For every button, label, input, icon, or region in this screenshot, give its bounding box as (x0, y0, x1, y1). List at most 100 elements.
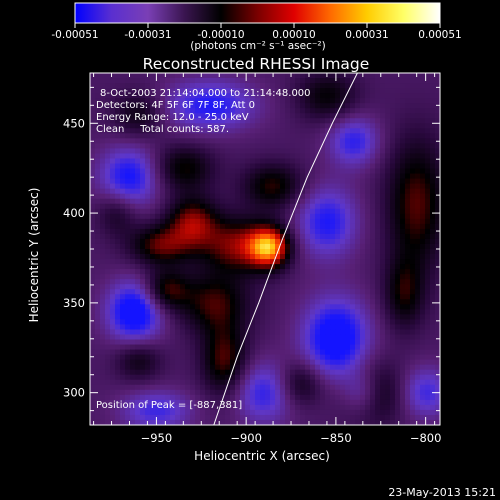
heatmap-cell (375, 339, 381, 346)
heatmap-cell (405, 284, 411, 290)
heatmap-cell (335, 394, 341, 401)
heatmap-cell (185, 213, 191, 220)
heatmap-cell (255, 314, 261, 320)
heatmap-cell (245, 409, 251, 416)
heatmap-cell (430, 259, 436, 265)
heatmap-cell (340, 178, 346, 185)
heatmap-cell (105, 309, 111, 315)
heatmap-cell (145, 153, 151, 160)
heatmap-cell (420, 98, 426, 104)
heatmap-cell (185, 78, 191, 84)
heatmap-cell (265, 334, 271, 341)
heatmap-cell (115, 208, 121, 215)
heatmap-cell (395, 259, 401, 265)
heatmap-cell (435, 238, 440, 245)
heatmap-cell (290, 314, 296, 320)
heatmap-cell (245, 188, 251, 195)
heatmap-cell (385, 264, 391, 270)
heatmap-cell (425, 274, 431, 280)
heatmap-cell (415, 314, 421, 320)
heatmap-cell (345, 228, 351, 235)
heatmap-cell (100, 78, 106, 84)
heatmap-cell (185, 243, 191, 250)
heatmap-cell (280, 193, 286, 200)
heatmap-cell (410, 409, 416, 416)
heatmap-cell (140, 198, 146, 205)
heatmap-cell (95, 133, 101, 139)
heatmap-cell (210, 153, 216, 160)
heatmap-cell (195, 93, 201, 99)
heatmap-cell (385, 238, 391, 245)
heatmap-cell (255, 344, 261, 351)
heatmap-cell (270, 319, 276, 326)
heatmap-cell (280, 128, 286, 134)
heatmap-cell (325, 384, 331, 391)
heatmap-cell (415, 223, 421, 230)
heatmap-cell (285, 118, 291, 124)
heatmap-cell (135, 354, 141, 361)
heatmap-cell (100, 133, 106, 139)
heatmap-cell (280, 148, 286, 155)
heatmap-cell (390, 369, 396, 376)
heatmap-cell (240, 259, 246, 265)
heatmap-cell (310, 379, 316, 386)
heatmap-cell (265, 384, 271, 391)
heatmap-cell (315, 274, 321, 280)
heatmap-cell (115, 173, 121, 180)
heatmap-cell (130, 264, 136, 270)
heatmap-cell (265, 279, 271, 285)
heatmap-cell (355, 188, 361, 195)
heatmap-cell (310, 249, 316, 255)
heatmap-cell (305, 233, 311, 240)
heatmap-cell (105, 153, 111, 160)
heatmap-cell (190, 123, 196, 129)
heatmap-cell (400, 369, 406, 376)
heatmap-cell (350, 299, 356, 305)
heatmap-cell (140, 88, 146, 94)
heatmap-cell (125, 379, 131, 386)
heatmap-cell (205, 158, 211, 165)
heatmap-cell (150, 389, 156, 396)
heatmap-cell (145, 374, 151, 381)
heatmap-cell (210, 309, 216, 315)
heatmap-cell (430, 384, 436, 391)
heatmap-cell (235, 324, 241, 331)
heatmap-cell (420, 384, 426, 391)
heatmap-cell (180, 289, 186, 295)
heatmap-cell (395, 294, 401, 300)
heatmap-cell (360, 123, 366, 129)
heatmap-cell (90, 98, 96, 104)
heatmap-cell (345, 339, 351, 346)
heatmap-cell (260, 163, 266, 170)
heatmap-cell (230, 259, 236, 265)
heatmap-cell (110, 238, 116, 245)
heatmap-cell (425, 294, 431, 300)
heatmap-cell (270, 158, 276, 165)
heatmap-cell (330, 193, 336, 200)
heatmap-cell (330, 198, 336, 205)
heatmap-cell (185, 364, 191, 371)
heatmap-cell (200, 269, 206, 275)
heatmap-cell (255, 183, 261, 190)
heatmap-cell (320, 123, 326, 129)
heatmap-cell (110, 269, 116, 275)
heatmap-cell (270, 203, 276, 210)
heatmap-cell (295, 289, 301, 295)
heatmap-cell (375, 118, 381, 124)
heatmap-cell (330, 379, 336, 386)
heatmap-cell (430, 299, 436, 305)
heatmap-cell (375, 419, 381, 425)
heatmap-cell (410, 349, 416, 356)
heatmap-cell (225, 208, 231, 215)
heatmap-cell (400, 409, 406, 416)
heatmap-cell (265, 369, 271, 376)
heatmap-cell (405, 419, 411, 425)
heatmap-cell (225, 193, 231, 200)
heatmap-cell (395, 309, 401, 315)
heatmap-cell (390, 389, 396, 396)
heatmap-cell (410, 374, 416, 381)
heatmap-cell (90, 359, 96, 366)
heatmap-cell (140, 264, 146, 270)
heatmap-cell (430, 158, 436, 165)
heatmap-cell (205, 289, 211, 295)
